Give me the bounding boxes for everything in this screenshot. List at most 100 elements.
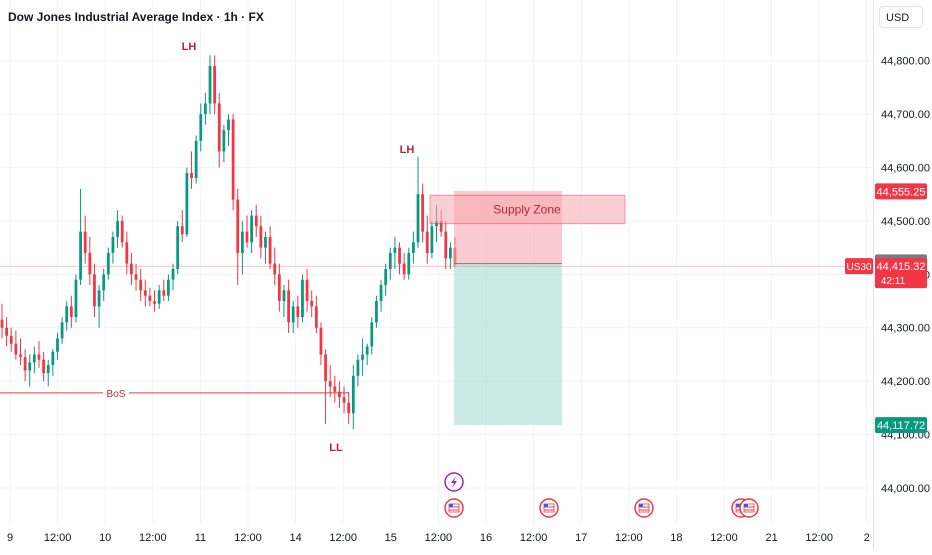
x-tick-label: 12:00 bbox=[805, 532, 833, 544]
candle-body bbox=[282, 290, 286, 302]
candle-body bbox=[356, 359, 360, 376]
x-tick-label: 12:00 bbox=[139, 532, 167, 544]
currency-button[interactable]: USD bbox=[879, 6, 923, 28]
candle-body bbox=[143, 290, 147, 296]
x-tick-label: 15 bbox=[385, 532, 397, 544]
candle-body bbox=[250, 215, 253, 243]
candle-body bbox=[42, 359, 45, 374]
candle-body bbox=[199, 114, 203, 141]
candle-body bbox=[310, 301, 314, 307]
candle-body bbox=[93, 274, 96, 307]
x-tick-label: 16 bbox=[480, 532, 492, 544]
candle-body bbox=[157, 290, 161, 304]
price-axis-border bbox=[873, 0, 874, 550]
candle-body bbox=[393, 247, 397, 253]
x-tick-label: 12:00 bbox=[44, 532, 72, 544]
candle-body bbox=[74, 279, 78, 318]
bos-label: BoS bbox=[107, 389, 126, 400]
candle-body bbox=[153, 301, 156, 304]
candle-body bbox=[51, 351, 55, 366]
x-tick-label: 12:00 bbox=[329, 532, 357, 544]
candle-body bbox=[134, 274, 138, 280]
candle-body bbox=[213, 66, 217, 104]
y-tick-label: 44,000.00 bbox=[881, 483, 930, 495]
price-tag-target: 44,117.72 bbox=[877, 420, 925, 432]
x-tick-label: 10 bbox=[99, 532, 111, 544]
supply-zone-box bbox=[429, 194, 626, 225]
candle-body bbox=[305, 279, 309, 302]
x-tick-label: 21 bbox=[765, 532, 777, 544]
x-tick-label: 2 bbox=[864, 532, 870, 544]
candle-body bbox=[19, 354, 22, 358]
symbol-tag-bg bbox=[845, 258, 873, 275]
candle-body bbox=[208, 66, 212, 104]
candle-body bbox=[338, 391, 341, 398]
candle-body bbox=[5, 327, 9, 336]
candle-body bbox=[245, 231, 249, 243]
candle-body bbox=[240, 231, 244, 253]
us-flag-event-icon-canton bbox=[736, 504, 740, 507]
price-tag-supply-top: 44,555.25 bbox=[877, 186, 926, 198]
candle-body bbox=[328, 381, 332, 387]
y-tick-label: 44,300.00 bbox=[881, 323, 930, 335]
candle-body bbox=[65, 306, 69, 323]
candle-body bbox=[130, 263, 133, 275]
candle-body bbox=[398, 247, 401, 264]
candle-body bbox=[83, 231, 87, 253]
candle-body bbox=[259, 226, 263, 248]
price-tag-last-bg bbox=[875, 258, 927, 289]
candle-body bbox=[291, 306, 295, 323]
lightning-event-icon-glyph bbox=[451, 476, 457, 488]
candle-body bbox=[111, 236, 115, 253]
candle-body bbox=[388, 252, 392, 270]
candle-body bbox=[28, 362, 32, 371]
us-flag-event-icon-canton bbox=[744, 504, 748, 507]
candle-body bbox=[264, 236, 267, 248]
candle-body bbox=[125, 242, 129, 264]
candle-body bbox=[342, 397, 346, 403]
y-tick-label: 44,800.00 bbox=[881, 56, 930, 68]
y-tick-label: 44,500.00 bbox=[881, 216, 930, 228]
us-flag-event-icon-canton bbox=[544, 504, 548, 507]
candle-body bbox=[222, 130, 226, 152]
candle-body bbox=[254, 215, 258, 227]
candle-body bbox=[185, 172, 189, 235]
candle-body bbox=[425, 231, 429, 253]
candle-body bbox=[171, 269, 175, 280]
candle-body bbox=[190, 172, 193, 179]
x-tick-label: 12:00 bbox=[425, 532, 453, 544]
candle-body bbox=[37, 354, 41, 360]
price-tag-last-countdown: 42:11 bbox=[881, 276, 906, 287]
candle-body bbox=[287, 290, 290, 323]
candle-body bbox=[60, 322, 64, 339]
swing-label-ll: LL bbox=[329, 442, 343, 454]
us-flag-event-icon-flag bbox=[743, 503, 755, 513]
candle-body bbox=[333, 386, 337, 392]
candle-body bbox=[46, 365, 50, 374]
us-flag-event-icon-canton bbox=[639, 504, 643, 507]
x-tick-label: 9 bbox=[7, 532, 13, 544]
price-tag-last: 44,415.32 bbox=[877, 261, 926, 273]
candle-body bbox=[416, 194, 420, 243]
y-tick-label: 44,200.00 bbox=[881, 376, 930, 388]
candle-body bbox=[88, 252, 92, 275]
x-tick-label: 12:00 bbox=[234, 532, 262, 544]
x-tick-label: 11 bbox=[195, 532, 206, 544]
price-tag-target-bg bbox=[875, 417, 927, 434]
x-tick-label: 12:00 bbox=[710, 532, 738, 544]
candle-body bbox=[430, 226, 434, 253]
candle-body bbox=[167, 279, 170, 296]
candle-body bbox=[375, 301, 378, 323]
candle-body bbox=[421, 194, 425, 232]
candle-body bbox=[319, 327, 323, 355]
us-flag-event-icon-flag bbox=[543, 503, 555, 513]
x-tick-label: 12:00 bbox=[520, 532, 548, 544]
candle-body bbox=[412, 242, 415, 253]
candle-body bbox=[102, 274, 106, 291]
candle-body bbox=[444, 231, 448, 259]
candle-body bbox=[176, 226, 180, 270]
symbol-tag: US30 bbox=[846, 262, 871, 273]
candle-body bbox=[351, 375, 355, 414]
